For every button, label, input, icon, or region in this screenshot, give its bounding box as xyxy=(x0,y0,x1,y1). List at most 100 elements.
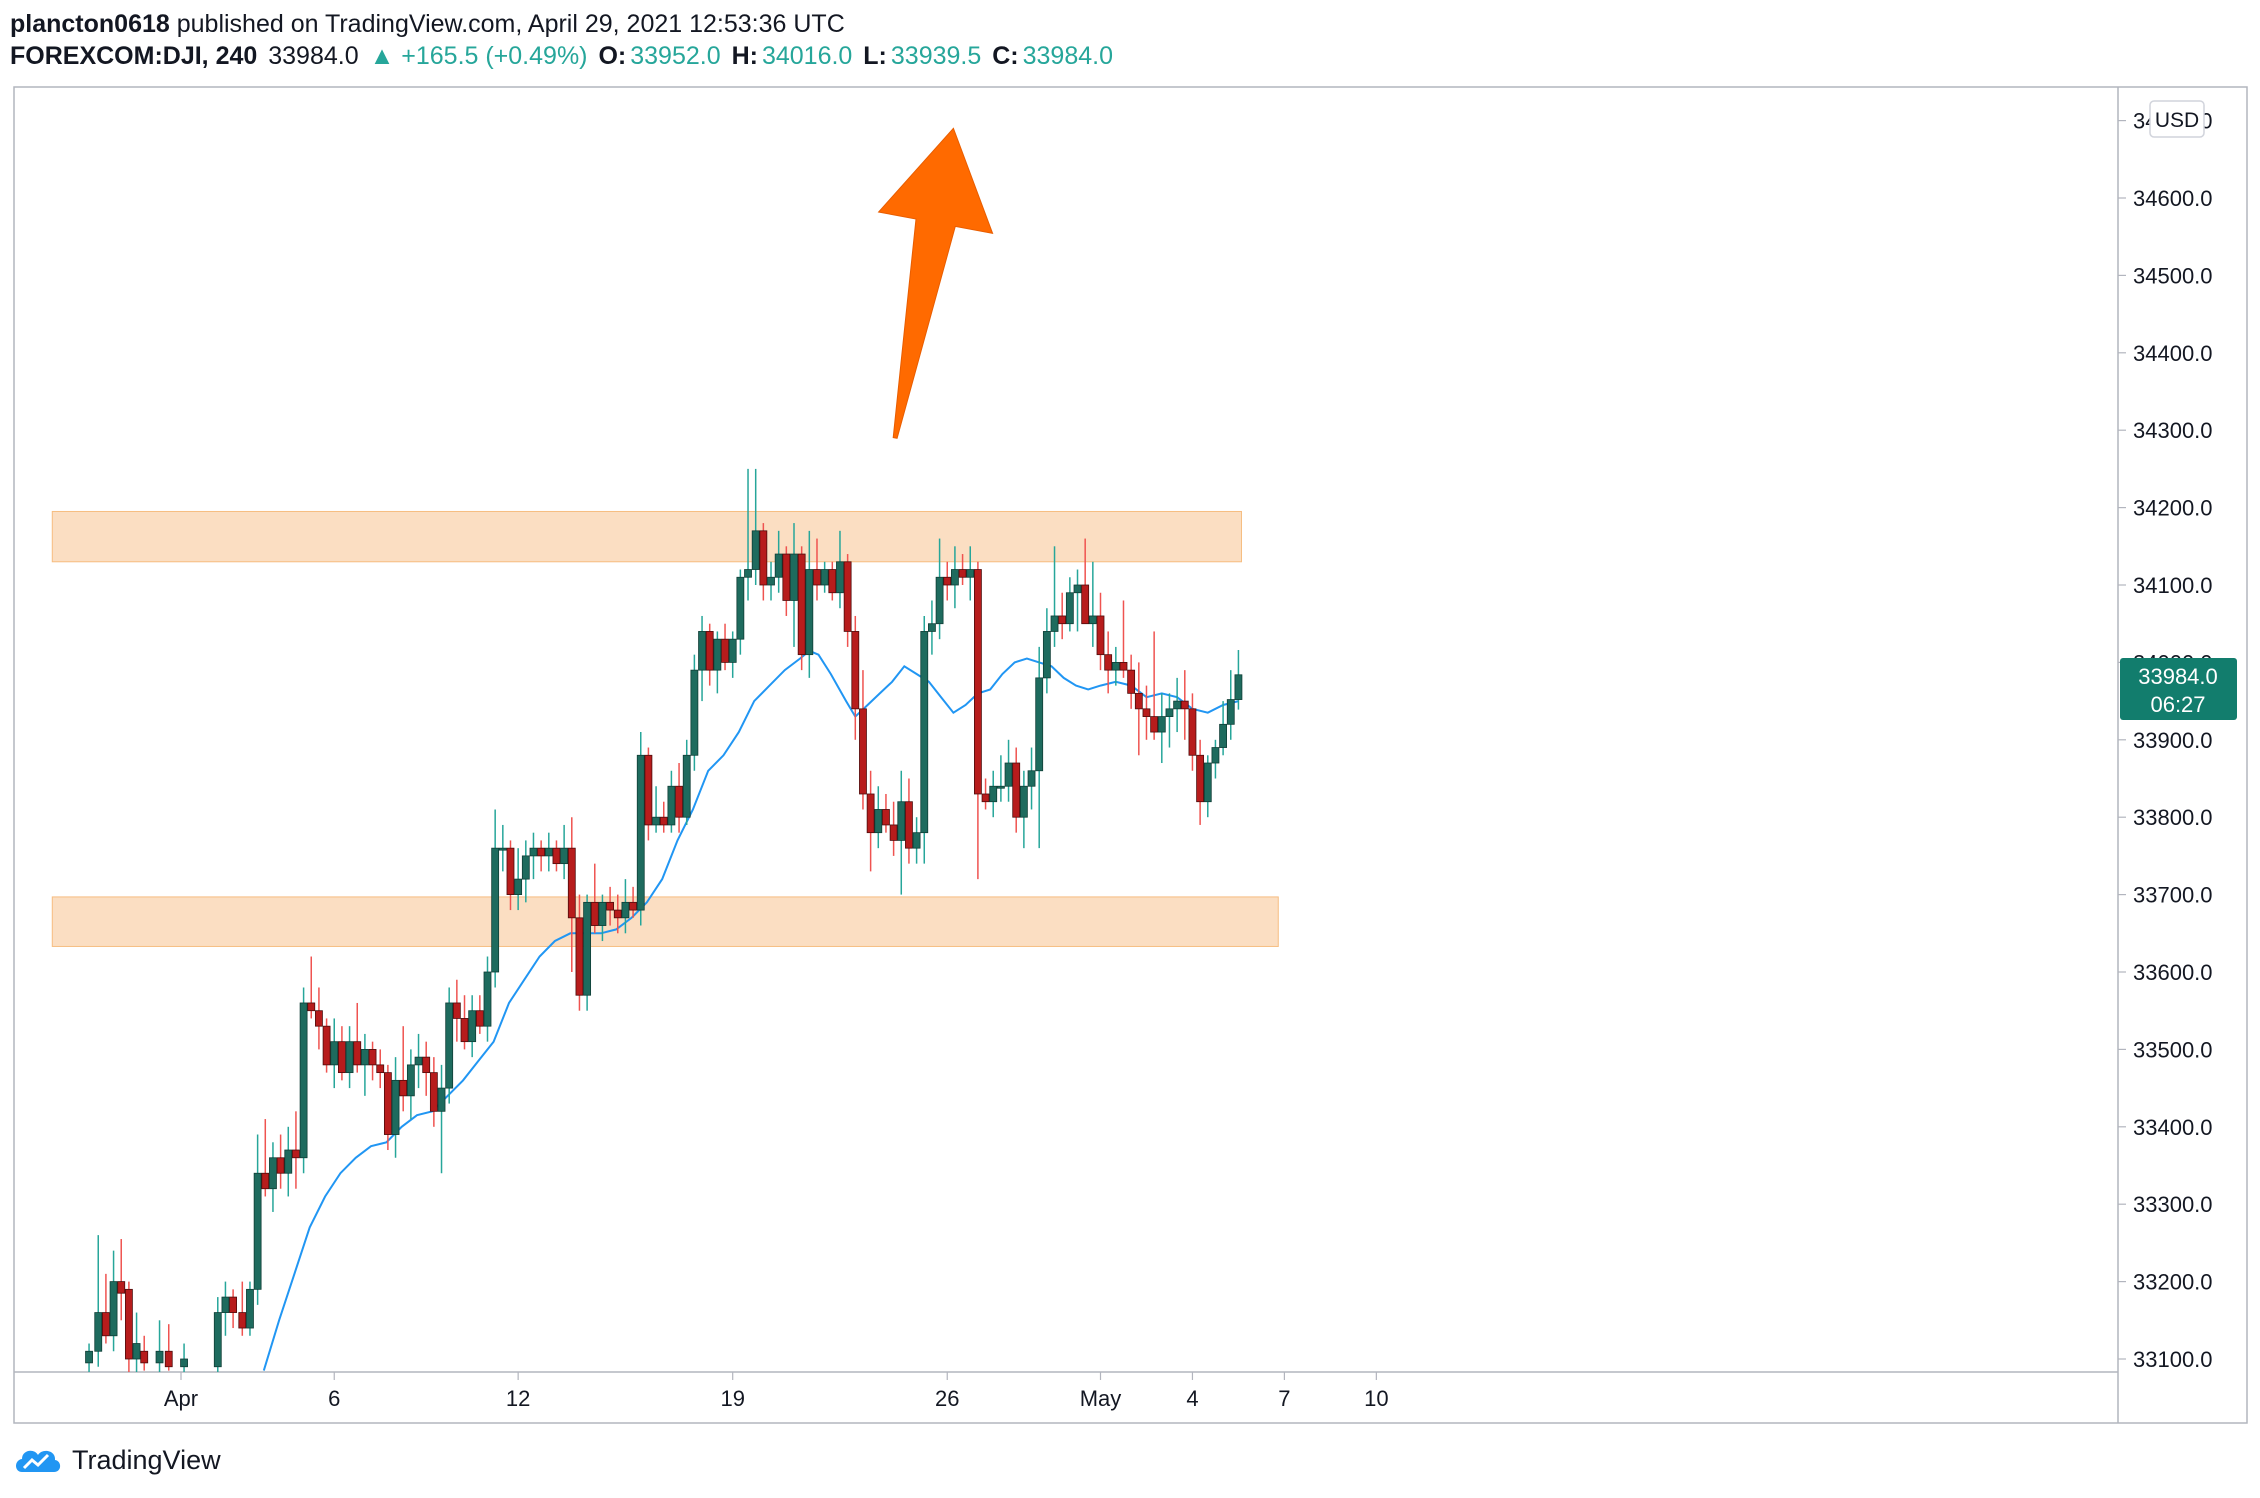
candle-body xyxy=(544,847,553,857)
candle-body xyxy=(889,824,898,841)
candle xyxy=(521,840,530,903)
publish-info: plancton0618 published on TradingView.co… xyxy=(10,10,845,39)
candle-body xyxy=(759,530,768,586)
candle-body xyxy=(629,901,637,911)
candle-body xyxy=(1073,584,1082,594)
badge-price: 33984.0 xyxy=(2138,664,2218,689)
open-value: 33952.0 xyxy=(630,42,721,70)
price-tick-label: 33300.0 xyxy=(2133,1192,2213,1217)
candle-body xyxy=(659,816,668,826)
candle-body xyxy=(1019,785,1028,818)
candle-body xyxy=(905,801,913,849)
time-tick-label: 19 xyxy=(720,1386,744,1411)
candle-body xyxy=(483,971,492,1027)
candle-body xyxy=(292,1149,300,1159)
candle xyxy=(736,569,745,655)
candle xyxy=(246,1281,254,1336)
price-axis[interactable]: 33100.0 33200.0 33300.0 33400.0 33500.0 33600… xyxy=(2118,109,2213,1372)
candle xyxy=(644,747,653,841)
symbol-label[interactable]: FOREXCOM:DJI, 240 xyxy=(10,42,258,70)
candle xyxy=(1004,739,1013,802)
candle-body xyxy=(583,901,592,996)
candle-body xyxy=(506,847,515,895)
candle xyxy=(437,1064,446,1174)
candle xyxy=(94,1235,103,1367)
candle xyxy=(102,1273,110,1344)
zones-layer xyxy=(51,510,1279,947)
candle-body xyxy=(774,553,783,578)
candle-body xyxy=(567,847,576,919)
candle-body xyxy=(958,569,967,578)
candle xyxy=(1234,650,1243,710)
price-tick-label: 33700.0 xyxy=(2133,883,2213,908)
candle xyxy=(315,987,323,1050)
candle-body xyxy=(560,847,569,865)
candle-body xyxy=(307,1002,316,1012)
candle xyxy=(261,1119,270,1197)
candle xyxy=(905,778,913,864)
candle-body xyxy=(705,631,714,671)
zone-resistance xyxy=(51,510,1242,563)
candle-body xyxy=(1157,716,1166,733)
candle xyxy=(468,995,477,1058)
candle-body xyxy=(360,1049,369,1066)
candle xyxy=(140,1335,149,1371)
candle xyxy=(698,615,706,702)
price-tick-label: 33200.0 xyxy=(2133,1270,2213,1295)
candle-body xyxy=(598,901,607,926)
candle xyxy=(652,786,660,833)
currency-button[interactable]: USD xyxy=(2149,100,2205,138)
candle-body xyxy=(284,1149,293,1174)
time-axis[interactable]: Apr 6 12 19 26 May 4 7 10 xyxy=(164,1372,1389,1411)
candle xyxy=(889,801,898,856)
candle-body xyxy=(951,569,959,586)
candle-body xyxy=(221,1296,230,1313)
candle xyxy=(109,1250,118,1352)
author-name[interactable]: plancton0618 xyxy=(10,10,170,38)
low-label: L: xyxy=(863,42,887,70)
candle xyxy=(1050,546,1059,647)
candle xyxy=(1058,592,1067,640)
candle-body xyxy=(1088,615,1097,625)
candle-body xyxy=(1119,662,1128,671)
candle xyxy=(583,894,592,1011)
candle xyxy=(958,554,967,585)
candle-body xyxy=(213,1312,222,1368)
candle-body xyxy=(1150,716,1159,733)
candle-body xyxy=(1165,708,1174,717)
candles-layer xyxy=(85,468,1243,1372)
candle xyxy=(774,530,783,593)
candle xyxy=(299,987,308,1174)
candle-body xyxy=(537,847,546,857)
candle xyxy=(506,840,515,911)
candle xyxy=(180,1343,188,1372)
candle xyxy=(935,538,944,640)
candle-body xyxy=(1203,762,1212,803)
candle xyxy=(221,1281,230,1336)
candle-body xyxy=(1226,699,1235,725)
candle-body xyxy=(1096,615,1105,656)
candle-body xyxy=(1050,615,1059,632)
candle xyxy=(629,886,637,918)
candle-body xyxy=(897,801,906,841)
candle-body xyxy=(109,1281,118,1337)
price-tick-label: 34600.0 xyxy=(2133,186,2213,211)
candle xyxy=(368,1041,377,1081)
moving-average-line xyxy=(262,649,1239,1371)
low-value: 33939.5 xyxy=(890,42,982,70)
candle-body xyxy=(851,631,860,710)
candle xyxy=(744,468,752,601)
candle xyxy=(132,1312,141,1372)
candle xyxy=(552,840,561,872)
candle xyxy=(667,770,676,833)
candle xyxy=(353,1002,362,1073)
candle-body xyxy=(132,1343,141,1360)
candle xyxy=(866,770,875,872)
candle xyxy=(705,623,714,686)
candle-body xyxy=(1188,708,1197,756)
candle-body xyxy=(981,793,990,803)
last-price-badge: 33984.0 06:27 xyxy=(2120,658,2237,720)
candle xyxy=(164,1324,173,1371)
tradingview-branding[interactable]: TradingView xyxy=(12,1440,221,1480)
